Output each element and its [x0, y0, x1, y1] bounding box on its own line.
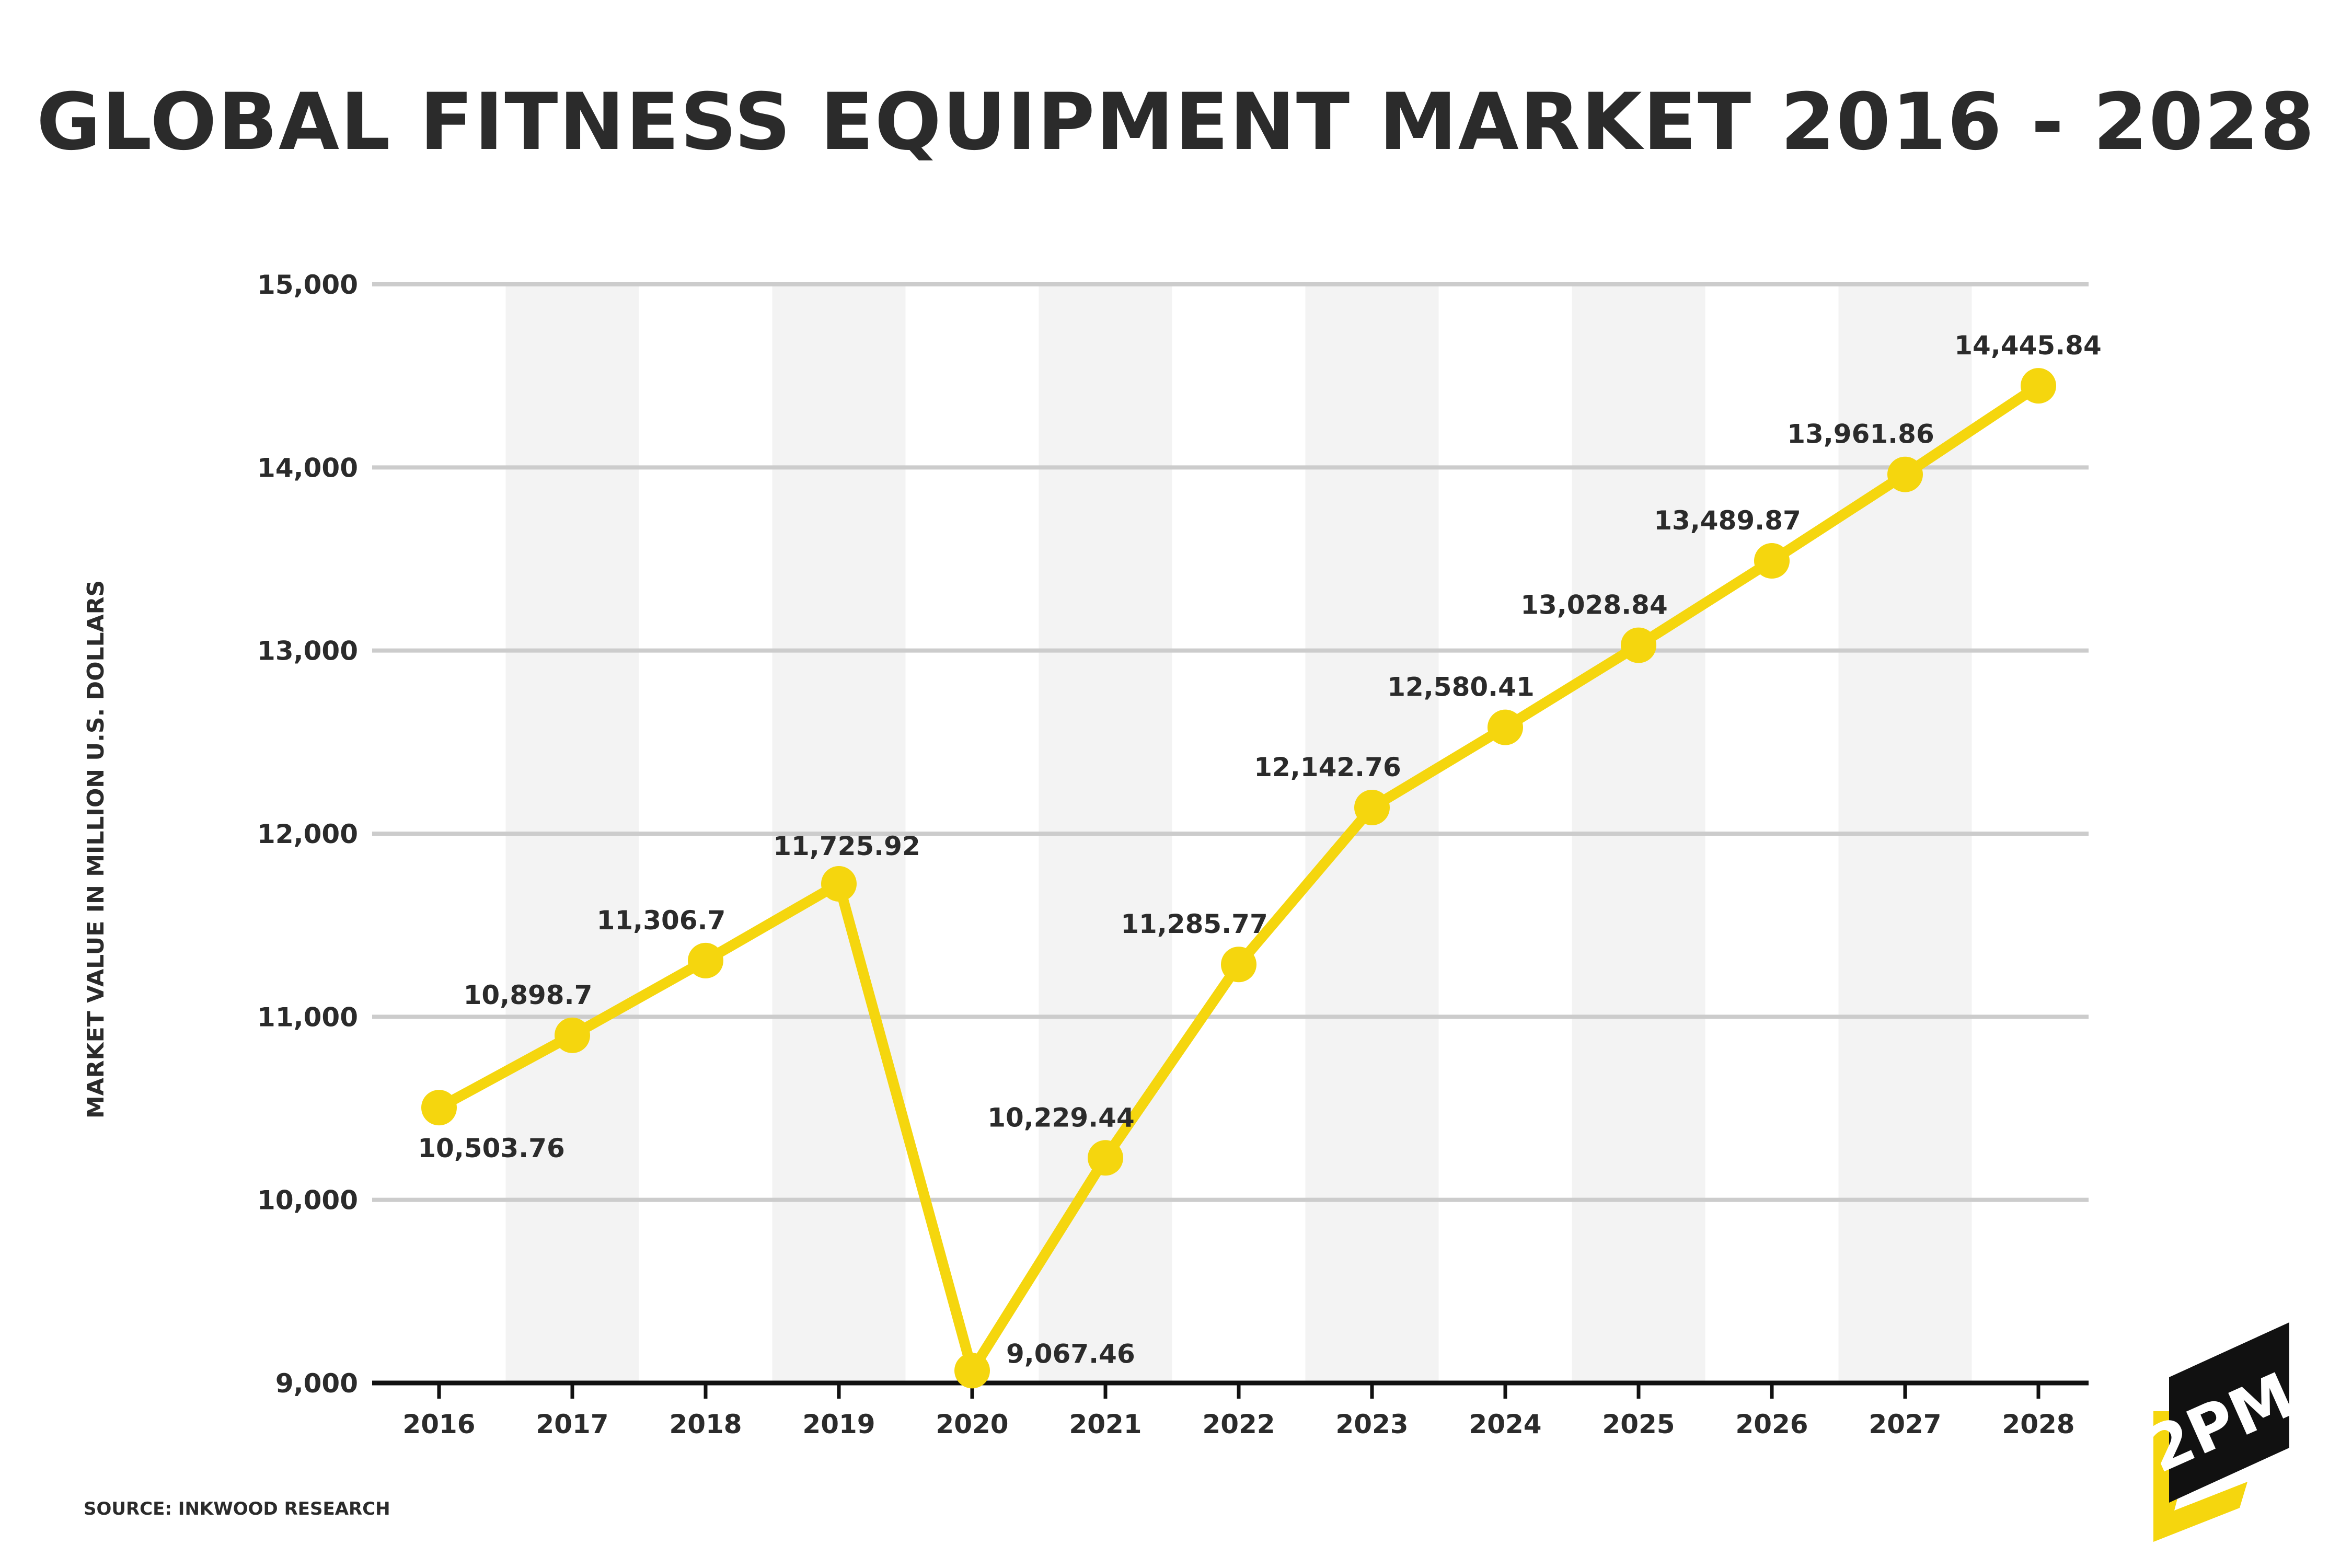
data-label: 11,306.7 — [597, 905, 726, 936]
data-point-2016 — [421, 1090, 457, 1126]
x-tick-label: 2018 — [669, 1409, 742, 1439]
x-tick-label: 2024 — [1469, 1409, 1541, 1439]
data-label: 12,142.76 — [1254, 752, 1401, 782]
source-note: SOURCE: INKWOOD RESEARCH — [84, 1498, 390, 1519]
x-tick-label: 2026 — [1735, 1409, 1808, 1439]
data-label: 10,229.44 — [987, 1102, 1135, 1133]
data-point-2017 — [555, 1017, 590, 1053]
logo-badge — [2169, 1322, 2289, 1503]
x-tick-label: 2019 — [802, 1409, 875, 1439]
data-label: 11,725.92 — [773, 831, 920, 861]
data-point-2022 — [1221, 947, 1256, 983]
brand-logo: 2PM — [2136, 1322, 2305, 1542]
data-point-2023 — [1354, 789, 1390, 825]
y-tick-label: 9,000 — [275, 1368, 358, 1399]
x-tick-label: 2025 — [1602, 1409, 1675, 1439]
y-tick-label: 12,000 — [257, 819, 358, 849]
data-label: 10,898.7 — [464, 980, 593, 1010]
data-label: 11,285.77 — [1121, 909, 1268, 939]
x-tick-label: 2017 — [536, 1409, 608, 1439]
data-label: 12,580.41 — [1387, 672, 1535, 702]
y-tick-label: 13,000 — [257, 636, 358, 666]
data-point-2025 — [1621, 627, 1656, 663]
data-point-2020 — [954, 1353, 990, 1389]
data-point-2019 — [821, 866, 857, 902]
x-tick-label: 2023 — [1335, 1409, 1408, 1439]
chart-title: GLOBAL FITNESS EQUIPMENT MARKET 2016 - 2… — [37, 77, 2315, 168]
x-axis: 2016 2017 2018 2019 2020 2021 2022 2023 2024 2025… — [402, 1383, 2075, 1439]
x-tick-label: 2022 — [1202, 1409, 1275, 1439]
data-point-2018 — [688, 942, 723, 978]
data-labels: 10,503.76 10,898.7 11,306.7 11,725.92 9,067.… — [418, 330, 2102, 1369]
y-tick-label: 10,000 — [257, 1185, 358, 1216]
y-axis: 9,000 10,000 11,000 12,000 13,000 14,000 15,00… — [257, 270, 358, 1399]
x-tick-label: 2028 — [2002, 1409, 2074, 1439]
data-label: 14,445.84 — [1954, 330, 2102, 361]
x-tick-label: 2016 — [402, 1409, 475, 1439]
gridlines — [372, 282, 2089, 1202]
data-point-2028 — [2021, 368, 2056, 404]
x-tick-label: 2027 — [1869, 1409, 1941, 1439]
y-axis-label: MARKET VALUE IN MILLION U.S. DOLLARS — [83, 580, 109, 1119]
series-market-value — [421, 368, 2056, 1389]
data-point-2027 — [1887, 456, 1923, 492]
data-point-2024 — [1488, 709, 1523, 745]
y-tick-label: 11,000 — [257, 1002, 358, 1032]
data-point-2021 — [1088, 1140, 1123, 1176]
data-label: 13,489.87 — [1654, 505, 1801, 536]
y-tick-label: 14,000 — [257, 453, 358, 483]
data-label: 13,028.84 — [1520, 590, 1668, 620]
data-label: 9,067.46 — [1006, 1339, 1135, 1369]
data-point-2026 — [1754, 543, 1790, 579]
x-tick-label: 2021 — [1069, 1409, 1142, 1439]
data-label: 13,961.86 — [1787, 419, 1934, 449]
x-tick-label: 2020 — [936, 1409, 1008, 1439]
y-tick-label: 15,000 — [257, 270, 358, 300]
data-label: 10,503.76 — [418, 1133, 565, 1163]
